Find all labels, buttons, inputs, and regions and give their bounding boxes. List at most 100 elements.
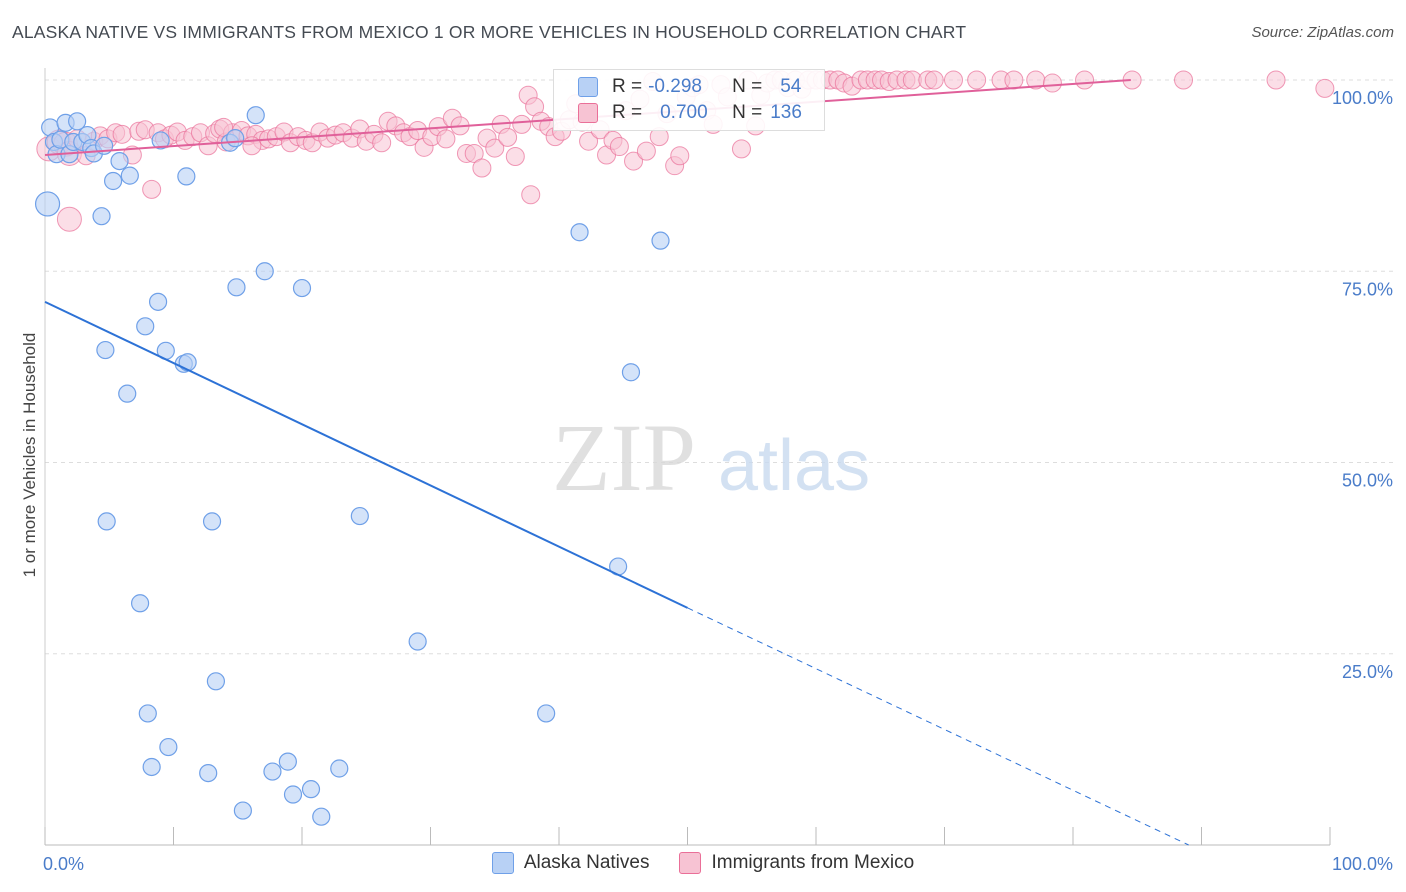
n-label: N = (732, 102, 763, 123)
legend-swatch-blue (491, 852, 514, 874)
data-point-immigrants-from-mexico (1315, 78, 1335, 98)
data-point-alaska-natives (350, 506, 369, 526)
data-point-alaska-natives (142, 757, 161, 777)
data-point-immigrants-from-mexico (624, 151, 644, 171)
data-point-immigrants-from-mexico (505, 147, 525, 166)
data-point-alaska-natives (301, 780, 321, 799)
data-point-immigrants-from-mexico (1075, 70, 1095, 90)
r-value: -0.298 (648, 76, 702, 97)
data-point-alaska-natives (278, 752, 297, 771)
data-point-immigrants-from-mexico (924, 70, 944, 90)
legend-label: Alaska Natives (523, 852, 650, 873)
y-tick-label: 75.0% (1342, 279, 1393, 299)
data-point-alaska-natives (104, 171, 123, 191)
stats-row-alaska-natives: R = -0.298 N = 54 (578, 74, 801, 100)
chart-title: ALASKA NATIVE VS IMMIGRANTS FROM MEXICO … (12, 22, 967, 42)
data-point-alaska-natives (246, 106, 265, 125)
data-point-alaska-natives (136, 317, 155, 336)
watermark: ZIP atlas (552, 404, 870, 511)
data-point-alaska-natives (130, 594, 150, 613)
data-point-alaska-natives (292, 278, 312, 298)
data-point-immigrants-from-mexico (967, 70, 987, 90)
data-point-immigrants-from-mexico (512, 114, 532, 134)
data-point-immigrants-from-mexico (498, 127, 518, 147)
data-point-alaska-natives (330, 759, 349, 778)
legend-item-immigrants-from-mexico: Immigrants from Mexico (679, 852, 914, 874)
data-point-immigrants-from-mexico (142, 179, 162, 199)
data-point-alaska-natives (68, 112, 87, 131)
series-alaska-natives (34, 106, 670, 826)
r-label: R = (612, 76, 643, 97)
y-tick-label: 100.0% (1332, 88, 1393, 108)
data-point-alaska-natives (621, 363, 641, 382)
data-point-alaska-natives (178, 353, 197, 372)
legend-swatch-pink (679, 852, 702, 874)
source-label: Source: ZipAtlas.com (1251, 24, 1394, 41)
trend-line-alaska-natives (44, 300, 688, 609)
data-point-alaska-natives (96, 340, 115, 360)
data-point-alaska-natives (120, 166, 139, 185)
data-point-alaska-natives (159, 737, 178, 757)
n-value: 136 (770, 102, 802, 123)
stats-legend: R = -0.298 N = 54 R = 0.700 N = 136 (553, 69, 825, 131)
legend-item-alaska-natives: Alaska Natives (491, 852, 650, 874)
data-point-immigrants-from-mexico (436, 129, 456, 149)
y-tick-label: 50.0% (1342, 471, 1393, 491)
data-point-alaska-natives (233, 801, 252, 820)
data-point-alaska-natives (537, 704, 556, 723)
data-point-alaska-natives (312, 807, 331, 826)
data-point-alaska-natives (151, 131, 170, 150)
r-value: 0.700 (660, 102, 708, 123)
data-point-immigrants-from-mexico (1266, 70, 1286, 90)
n-value: 54 (780, 76, 802, 97)
x-tick-label: 0.0% (43, 854, 84, 874)
data-point-alaska-natives (34, 191, 61, 217)
data-point-alaska-natives (202, 512, 222, 531)
data-point-immigrants-from-mexico (1004, 70, 1024, 90)
trend-line-alaska-natives-extension (687, 607, 1189, 846)
data-point-immigrants-from-mexico (670, 146, 690, 166)
data-point-immigrants-from-mexico (521, 185, 541, 205)
data-point-immigrants-from-mexico (609, 137, 629, 157)
grid-lines (45, 79, 1395, 655)
data-point-alaska-natives (283, 785, 303, 804)
data-point-immigrants-from-mexico (943, 70, 963, 90)
data-point-immigrants-from-mexico (56, 206, 82, 232)
data-point-immigrants-from-mexico (472, 158, 492, 178)
x-tick-label: 100.0% (1332, 854, 1393, 874)
y-tick-label: 25.0% (1342, 662, 1393, 682)
data-point-immigrants-from-mexico (636, 141, 656, 161)
data-point-alaska-natives (227, 278, 246, 297)
data-point-immigrants-from-mexico (1174, 70, 1194, 90)
data-point-alaska-natives (110, 151, 129, 171)
bottom-legend: Alaska Natives Immigrants from Mexico (0, 852, 1406, 874)
y-axis-label: 1 or more Vehicles in Household (20, 333, 39, 578)
stats-swatch-pink (578, 103, 598, 123)
data-point-alaska-natives (570, 223, 589, 242)
data-point-alaska-natives (148, 292, 168, 311)
r-label: R = (612, 102, 643, 123)
data-point-alaska-natives (263, 762, 282, 781)
data-point-alaska-natives (118, 384, 137, 403)
data-point-immigrants-from-mexico (579, 131, 599, 151)
stats-row-immigrants-from-mexico: R = 0.700 N = 136 (578, 100, 802, 126)
data-point-immigrants-from-mexico (112, 124, 132, 144)
data-point-immigrants-from-mexico (372, 133, 392, 153)
watermark-atlas: atlas (718, 426, 870, 506)
stats-swatch-blue (578, 77, 598, 97)
data-point-immigrants-from-mexico (1042, 73, 1062, 93)
data-point-alaska-natives (226, 129, 245, 148)
data-point-alaska-natives (255, 262, 274, 281)
tick-labels: 100.0% 75.0% 50.0% 25.0% 0.0% 100.0% (43, 88, 1393, 874)
data-point-immigrants-from-mexico (485, 138, 505, 158)
legend-label: Immigrants from Mexico (711, 852, 915, 873)
data-point-alaska-natives (92, 207, 111, 226)
n-label: N = (732, 76, 763, 97)
data-point-alaska-natives (199, 763, 218, 783)
data-point-immigrants-from-mexico (731, 139, 751, 159)
data-point-alaska-natives (97, 512, 116, 531)
data-point-alaska-natives (206, 672, 226, 691)
data-point-alaska-natives (408, 632, 427, 651)
data-point-alaska-natives (177, 167, 196, 186)
